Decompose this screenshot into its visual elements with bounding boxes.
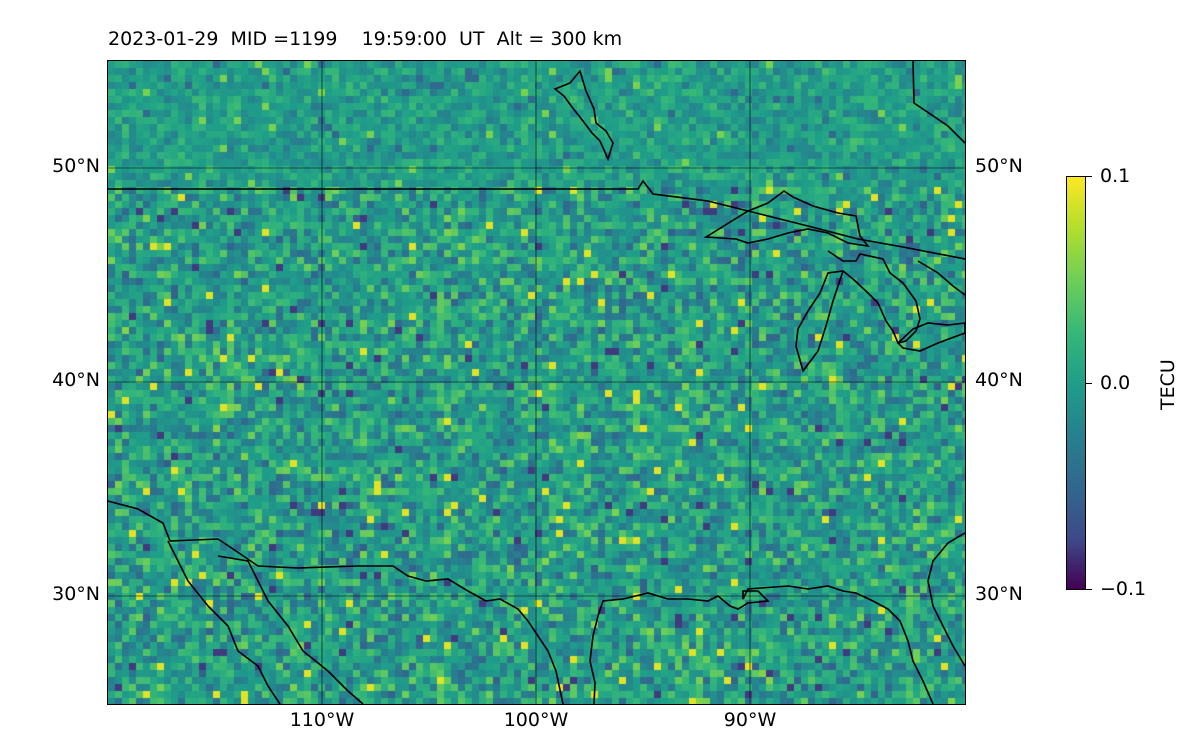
texas-coast — [589, 615, 599, 704]
rio-grande-border — [485, 598, 564, 704]
florida-coast — [927, 532, 965, 667]
lat-label-40n-left: 40°N — [52, 369, 100, 391]
lat-label-50n-right: 50°N — [975, 155, 1023, 177]
tec-map — [108, 61, 965, 704]
baja-east — [217, 555, 364, 704]
lake-superior — [703, 190, 870, 248]
baja-west — [167, 540, 281, 704]
map-title: 2023-01-29 MID =1199 19:59:00 UT Alt = 3… — [108, 28, 623, 50]
mexico-border — [169, 538, 487, 602]
pacific-coast — [108, 500, 171, 542]
lon-label-110w: 110°W — [289, 709, 355, 731]
colorbar-label-zero: 0.0 — [1100, 372, 1131, 394]
gulf-coast — [597, 585, 934, 704]
lat-label-30n-left: 30°N — [52, 583, 100, 605]
lon-label-100w: 100°W — [503, 709, 569, 731]
map-overlay — [108, 61, 965, 704]
colorbar-label-max: 0.1 — [1100, 165, 1131, 187]
colorbar-tick-mid — [1086, 383, 1092, 384]
lat-label-30n-right: 30°N — [975, 583, 1023, 605]
colorbar-tick-bottom — [1086, 589, 1092, 590]
lake-michigan-huron — [795, 250, 921, 373]
lake-erie — [896, 322, 965, 352]
lake-ontario-shore — [917, 260, 965, 296]
coastlines-borders — [108, 61, 965, 704]
lat-label-50n-left: 50°N — [52, 155, 100, 177]
canada-us-border — [108, 179, 965, 260]
lon-label-90w: 90°W — [723, 709, 777, 731]
colorbar-tick-top — [1086, 176, 1092, 177]
lat-label-40n-right: 40°N — [975, 369, 1023, 391]
graticule — [108, 61, 965, 704]
island-coast — [553, 69, 614, 162]
colorbar-title: TECU — [1157, 359, 1179, 410]
hudson-coast — [912, 61, 965, 144]
colorbar — [1066, 176, 1086, 590]
colorbar-label-min: −0.1 — [1100, 578, 1147, 600]
